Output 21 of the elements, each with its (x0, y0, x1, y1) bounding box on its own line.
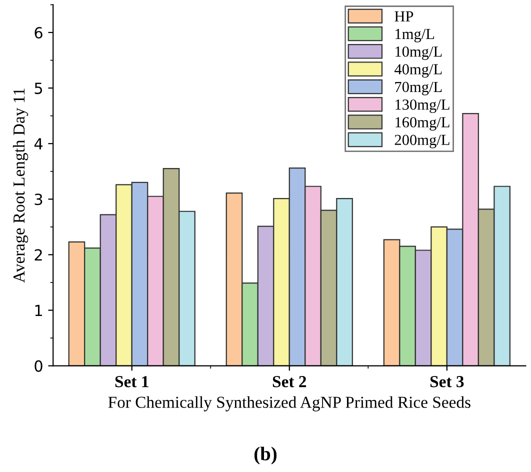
legend-label: 10mg/L (396, 46, 442, 60)
y-tick-label: 0 (34, 360, 42, 372)
x-axis-title: For Chemically Synthesized AgNP Primed Rice Seeds (108, 396, 470, 412)
y-tick-label: 1 (35, 304, 42, 316)
y-tick-label: 3 (34, 194, 42, 206)
y-tick-label: 5 (34, 82, 42, 94)
x-tick-label: Set 1 (115, 376, 148, 388)
x-tick-label: Set 3 (430, 376, 464, 388)
legend-label: 40mg/L (394, 64, 442, 78)
y-tick-label: 2 (34, 249, 42, 261)
legend-label: 130mg/L (396, 99, 450, 113)
legend-label: 1mg/L (396, 28, 434, 42)
y-tick-label: 4 (34, 138, 43, 150)
legend-label: 200mg/L (394, 134, 450, 148)
x-tick-label: Set 2 (272, 376, 306, 388)
y-axis-title: Average Root Length Day 11 (12, 88, 28, 283)
legend-label: 160mg/L (396, 117, 450, 131)
legend-label: HP (394, 11, 414, 22)
text: (b) (254, 446, 277, 464)
legend-label: 70mg/L (395, 82, 442, 96)
y-tick-label: 6 (34, 26, 42, 39)
